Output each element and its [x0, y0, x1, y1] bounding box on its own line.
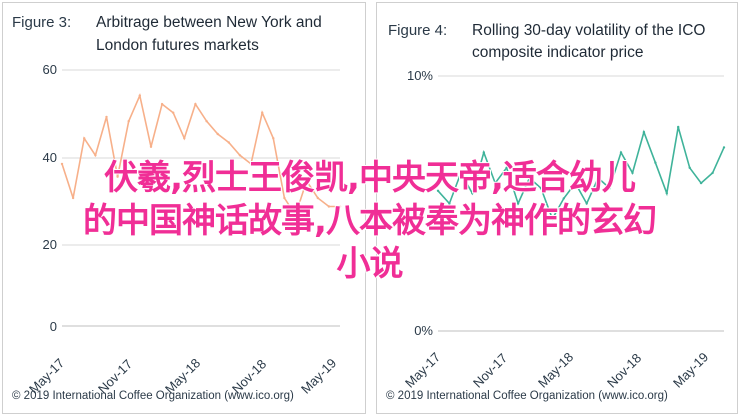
y-tick-10pct: 10%	[406, 68, 433, 83]
data-point-4-22	[688, 166, 691, 169]
y-tick-0pct: 0%	[414, 323, 433, 338]
data-point-4-5	[494, 181, 497, 185]
data-point-4-16	[619, 151, 623, 154]
data-point-4-20	[665, 192, 668, 195]
data-point-4-18	[642, 130, 646, 134]
data-point-3-7	[138, 94, 141, 97]
data-point-4-11	[562, 197, 565, 200]
data-point-4-2	[459, 171, 463, 175]
data-point-4-14	[597, 176, 600, 180]
data-point-3-10	[172, 111, 175, 114]
data-point-4-4	[482, 151, 485, 154]
data-point-3-20	[283, 196, 286, 200]
data-point-4-10	[551, 217, 554, 220]
figure-3-label: Figure 3:	[12, 14, 72, 31]
data-point-3-13	[205, 120, 208, 123]
data-point-3-12	[194, 102, 197, 106]
data-point-3-3	[94, 154, 97, 157]
data-point-4-15	[608, 187, 611, 190]
data-point-3-8	[149, 145, 153, 148]
figure-3-title-line1: Arbitrage between New York and	[96, 14, 322, 31]
data-point-3-17	[249, 162, 253, 166]
y-tick-0: 0	[49, 319, 57, 334]
data-point-3-1	[71, 196, 75, 200]
data-point-3-16	[238, 154, 242, 157]
data-point-3-4	[105, 115, 108, 119]
series-line-figure-4	[437, 126, 725, 221]
data-point-4-21	[677, 125, 680, 129]
data-point-3-9	[160, 102, 164, 106]
figure-4-panel	[376, 2, 738, 414]
data-point-3-15	[227, 141, 230, 144]
data-point-3-5	[116, 175, 119, 178]
figure-4-source: © 2019 International Coffee Organization…	[386, 390, 668, 402]
data-point-3-11	[183, 137, 186, 140]
data-point-3-21	[294, 213, 297, 217]
data-point-4-23	[699, 181, 703, 185]
data-point-3-22	[305, 179, 308, 183]
data-point-3-19	[272, 137, 275, 140]
data-point-3-23	[316, 196, 319, 200]
data-point-3-6	[127, 120, 130, 123]
data-point-3-18	[261, 111, 264, 114]
data-point-3-24	[327, 205, 331, 208]
data-point-4-12	[574, 181, 577, 185]
data-point-4-3	[471, 192, 474, 195]
data-point-4-7	[516, 202, 520, 205]
data-point-4-17	[631, 171, 634, 175]
data-point-3-25	[338, 205, 342, 208]
data-point-4-24	[711, 171, 714, 175]
y-tick-20: 20	[42, 237, 57, 252]
data-point-3-0	[60, 162, 64, 166]
overlay-caption-line2: 的中国神话故事,八本被奉为神作的玄幻	[82, 200, 658, 242]
data-point-4-13	[585, 202, 588, 205]
data-point-4-8	[528, 176, 531, 180]
data-point-4-19	[654, 161, 657, 164]
figure-3-source: © 2019 International Coffee Organization…	[12, 390, 294, 402]
series-line-figure-3	[61, 93, 340, 217]
figure-4-label: Figure 4:	[388, 22, 448, 39]
y-tick-60: 60	[42, 62, 57, 77]
overlay-caption-line3: 小说	[336, 243, 405, 285]
data-point-4-6	[505, 166, 508, 169]
data-point-4-0	[436, 189, 440, 192]
figure-3-panel	[2, 2, 366, 414]
figure-4-title-line1: Rolling 30-day volatility of the ICO	[472, 22, 706, 39]
data-point-3-2	[83, 137, 86, 140]
figure-4-title-line2: composite indicator price	[472, 44, 644, 61]
y-tick-40: 40	[42, 150, 57, 165]
overlay-caption-line1: 伏羲,烈士王俊凯,中央天帝,适合幼儿	[103, 157, 637, 199]
figure-3-title-line2: London futures markets	[96, 37, 259, 54]
data-point-4-1	[448, 202, 451, 205]
data-point-4-9	[539, 187, 543, 190]
data-point-4-25	[722, 146, 726, 149]
data-point-3-14	[216, 132, 219, 136]
